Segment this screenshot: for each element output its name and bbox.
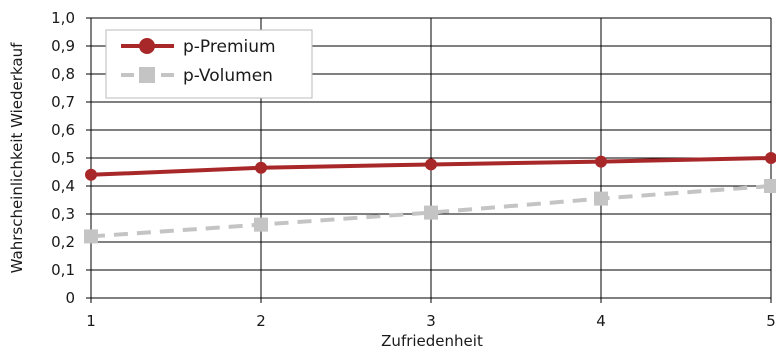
- data-point: [765, 152, 776, 164]
- x-tick-label: 2: [256, 312, 266, 330]
- x-tick-labels: 1 2 3 4 5: [86, 312, 776, 330]
- grid-lines: [90, 17, 772, 299]
- x-tick-label: 4: [596, 312, 606, 330]
- series-layer: [84, 152, 776, 244]
- legend-marker: [139, 38, 155, 54]
- y-tick-label: 1,0: [51, 9, 75, 27]
- y-tick-label: 0,9: [51, 37, 75, 55]
- data-point: [85, 168, 97, 181]
- y-tick-label: 0,2: [51, 233, 75, 251]
- y-tick-label: 0,5: [51, 149, 75, 167]
- y-tick-label: 0,7: [51, 93, 75, 111]
- data-point: [254, 217, 268, 232]
- data-point: [255, 161, 267, 174]
- y-tick-label: 0,6: [51, 121, 75, 139]
- x-axis-label: Zufriedenheit: [381, 332, 483, 350]
- axes: [86, 17, 772, 303]
- x-tick-label: 5: [766, 312, 776, 330]
- data-point: [425, 158, 437, 171]
- y-tick-label: 0,1: [51, 261, 75, 279]
- data-point: [84, 229, 98, 244]
- y-tick-label: 0,4: [51, 177, 75, 195]
- legend-label: p-Volumen: [183, 66, 273, 86]
- data-point: [594, 191, 608, 206]
- x-tick-label: 3: [426, 312, 436, 330]
- legend: p-Premium p-Volumen: [105, 29, 313, 99]
- x-tick-label: 1: [86, 312, 96, 330]
- y-tick-labels: 0 0,1 0,2 0,3 0,4 0,5 0,6 0,7 0,8 0,9 1,0: [51, 9, 75, 307]
- y-tick-label: 0: [65, 289, 75, 307]
- legend-label: p-Premium: [183, 37, 276, 57]
- legend-box: [105, 29, 313, 99]
- y-tick-label: 0,3: [51, 205, 75, 223]
- legend-marker: [139, 67, 155, 83]
- data-point: [764, 179, 776, 193]
- data-point: [424, 205, 438, 220]
- data-point: [595, 155, 607, 168]
- y-axis-label: Wahrscheinlichkeit Wiederkauf: [8, 42, 26, 273]
- y-tick-label: 0,8: [51, 65, 75, 83]
